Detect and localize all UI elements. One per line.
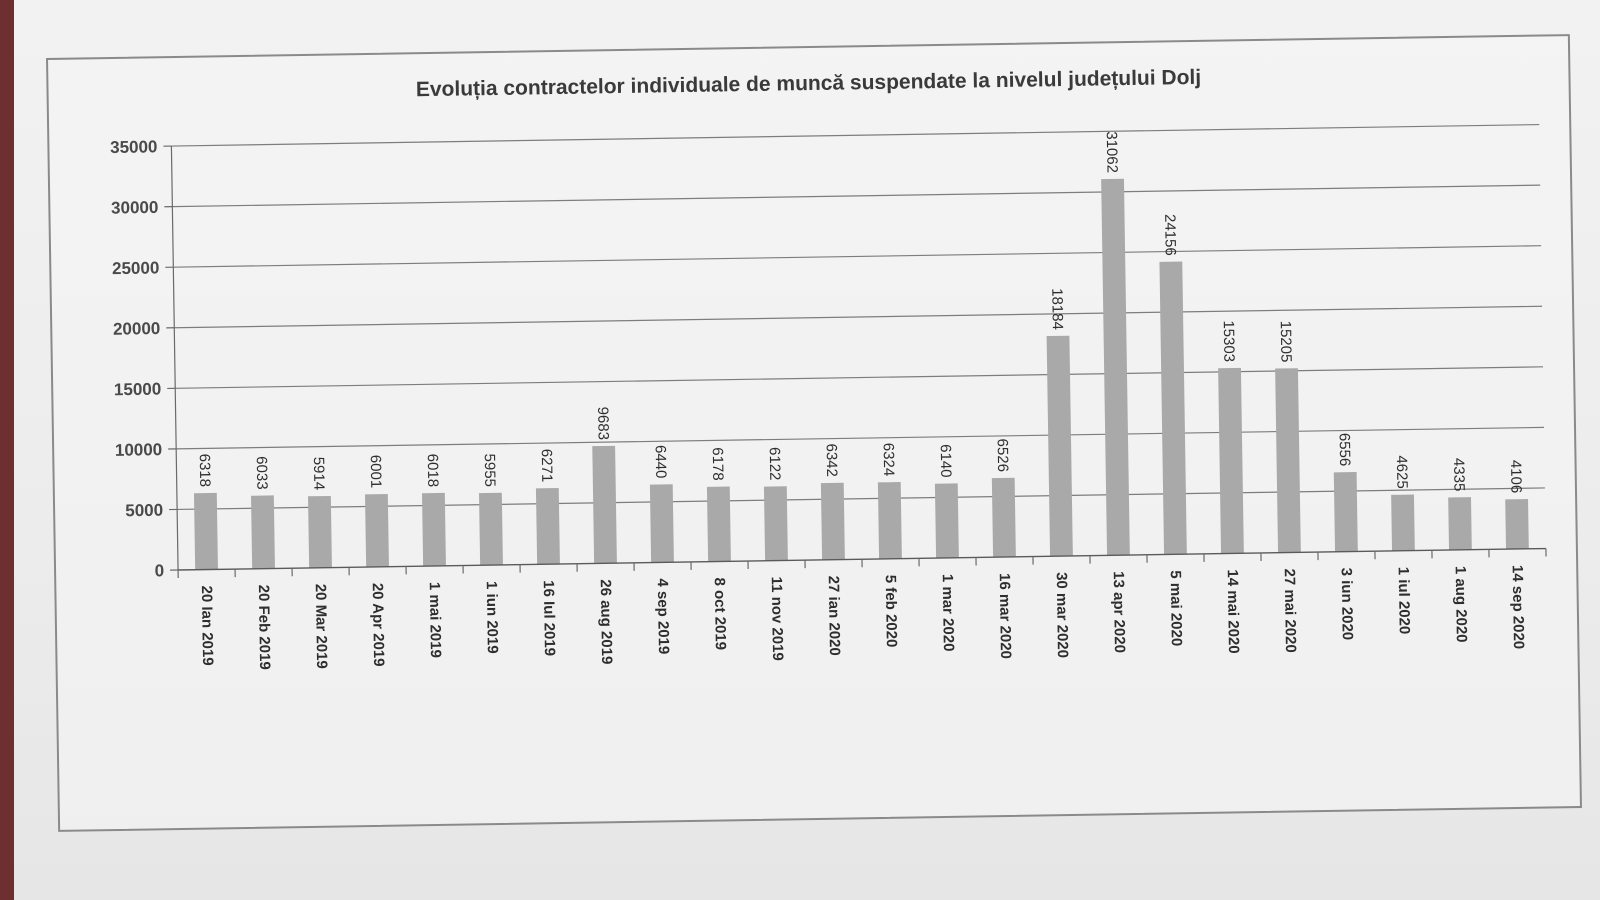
data-label: 9683 bbox=[594, 407, 612, 441]
x-tick-label: 1 iun 2019 bbox=[483, 581, 501, 654]
bar bbox=[592, 445, 617, 564]
data-label: 6018 bbox=[424, 454, 442, 488]
x-axis: 20 Ian 2019 20 Feb 2019 20 Mar 2019 20 Apr … bbox=[177, 547, 1547, 670]
x-tick-label: 16 mar 2020 bbox=[996, 573, 1014, 659]
bar bbox=[1391, 494, 1415, 551]
data-label: 6318 bbox=[196, 454, 214, 488]
x-tick-label: 14 sep 2020 bbox=[1509, 565, 1527, 650]
bar bbox=[1101, 178, 1130, 556]
bar-chart: Evoluția contractelor individuale de mun… bbox=[110, 66, 1547, 670]
bar bbox=[421, 492, 446, 567]
data-label: 6178 bbox=[709, 447, 727, 481]
x-tick-label: 30 mar 2020 bbox=[1053, 572, 1071, 658]
x-tick-label: 5 mai 2020 bbox=[1167, 570, 1185, 646]
bar bbox=[193, 492, 218, 570]
chart-frame: Evoluția contractelor individuale de mun… bbox=[46, 34, 1582, 832]
bar bbox=[877, 482, 902, 559]
data-label: 18184 bbox=[1048, 288, 1066, 330]
x-tick-label: 1 mai 2019 bbox=[426, 582, 444, 658]
y-tick-label: 30000 bbox=[111, 198, 159, 218]
bar bbox=[649, 484, 674, 563]
bar bbox=[1046, 335, 1073, 557]
data-label: 6324 bbox=[880, 443, 898, 477]
bar bbox=[365, 494, 389, 568]
bar bbox=[1448, 497, 1472, 551]
y-tick-label: 25000 bbox=[112, 258, 160, 278]
gridline bbox=[173, 245, 1542, 268]
bar bbox=[1275, 368, 1301, 553]
bar bbox=[308, 495, 332, 568]
bar bbox=[934, 483, 959, 559]
data-label: 6271 bbox=[538, 449, 556, 483]
x-tick-label: 26 aug 2019 bbox=[597, 579, 615, 664]
bar bbox=[479, 492, 503, 566]
x-tick-label: 20 Feb 2019 bbox=[255, 585, 273, 670]
chart-title: Evoluția contractelor individuale de mun… bbox=[416, 66, 1202, 101]
bar bbox=[535, 488, 560, 565]
y-axis: 0 5000 10000 15000 20000 25000 30000 35000 bbox=[110, 137, 179, 580]
x-tick-label: 16 Iul 2019 bbox=[540, 580, 558, 656]
bar bbox=[706, 486, 731, 562]
data-label: 6122 bbox=[766, 447, 784, 481]
data-label: 6140 bbox=[937, 444, 955, 478]
gridline bbox=[176, 426, 1545, 450]
x-tick-label: 20 Apr 2019 bbox=[369, 583, 387, 667]
data-label: 6526 bbox=[994, 438, 1012, 472]
bar bbox=[820, 482, 845, 560]
y-axis-line bbox=[170, 146, 179, 571]
data-label: 15205 bbox=[1277, 321, 1295, 363]
x-tick-label: 8 oct 2019 bbox=[711, 577, 729, 650]
data-label: 24156 bbox=[1161, 214, 1179, 256]
gridlines bbox=[171, 123, 1545, 511]
x-tick-label: 27 mai 2020 bbox=[1281, 568, 1299, 653]
y-tick-label: 10000 bbox=[115, 440, 163, 460]
gridline bbox=[172, 184, 1541, 208]
x-tick-label: 1 iul 2020 bbox=[1395, 567, 1413, 635]
x-tick-label: 11 nov 2019 bbox=[768, 576, 786, 660]
data-label: 5914 bbox=[310, 457, 328, 491]
gridline bbox=[171, 123, 1540, 147]
data-label: 6556 bbox=[1336, 433, 1354, 467]
bars bbox=[193, 178, 1529, 570]
x-tick-label: 1 mar 2020 bbox=[939, 574, 957, 652]
x-tick-label: 3 iun 2020 bbox=[1338, 568, 1356, 641]
x-tick-label: 1 aug 2020 bbox=[1452, 566, 1470, 643]
bar bbox=[1505, 499, 1529, 550]
paper-sheet: Evoluția contractelor individuale de mun… bbox=[14, 0, 1600, 900]
x-tick-label: 13 apr 2020 bbox=[1110, 571, 1128, 653]
y-tick-label: 0 bbox=[154, 561, 164, 580]
data-label: 6001 bbox=[367, 455, 385, 489]
bar bbox=[991, 477, 1016, 558]
bar bbox=[1333, 472, 1358, 552]
x-tick-label: 27 ian 2020 bbox=[825, 576, 843, 656]
gridline bbox=[177, 487, 1545, 511]
x-tick-label: 20 Ian 2019 bbox=[198, 585, 216, 665]
x-tick-label: 20 Mar 2019 bbox=[312, 584, 330, 669]
x-tick-label: 14 mai 2020 bbox=[1224, 569, 1242, 654]
data-labels: 6318 6033 5914 6001 6018 5955 6271 9683 6440 6178… bbox=[196, 131, 1525, 494]
data-label: 6342 bbox=[823, 443, 841, 477]
data-label: 6440 bbox=[652, 445, 670, 479]
data-label: 4335 bbox=[1450, 458, 1468, 492]
gridline bbox=[174, 305, 1543, 329]
x-tick-label: 4 sep 2019 bbox=[654, 578, 672, 654]
bar bbox=[763, 486, 788, 561]
data-label: 15303 bbox=[1220, 320, 1238, 362]
x-tick-label: 5 feb 2020 bbox=[882, 575, 900, 648]
y-tick-label: 20000 bbox=[113, 319, 161, 339]
bar bbox=[1218, 367, 1244, 554]
bar bbox=[251, 495, 275, 569]
y-tick-label: 35000 bbox=[110, 137, 158, 157]
data-label: 4625 bbox=[1393, 455, 1411, 489]
y-tick-label: 5000 bbox=[125, 501, 163, 521]
y-tick-label: 15000 bbox=[114, 380, 162, 400]
data-label: 31062 bbox=[1103, 131, 1121, 173]
bar bbox=[1159, 261, 1187, 555]
data-label: 6033 bbox=[253, 456, 271, 490]
gridline bbox=[175, 366, 1544, 389]
data-label: 5955 bbox=[481, 453, 499, 487]
data-label: 4106 bbox=[1507, 460, 1525, 494]
